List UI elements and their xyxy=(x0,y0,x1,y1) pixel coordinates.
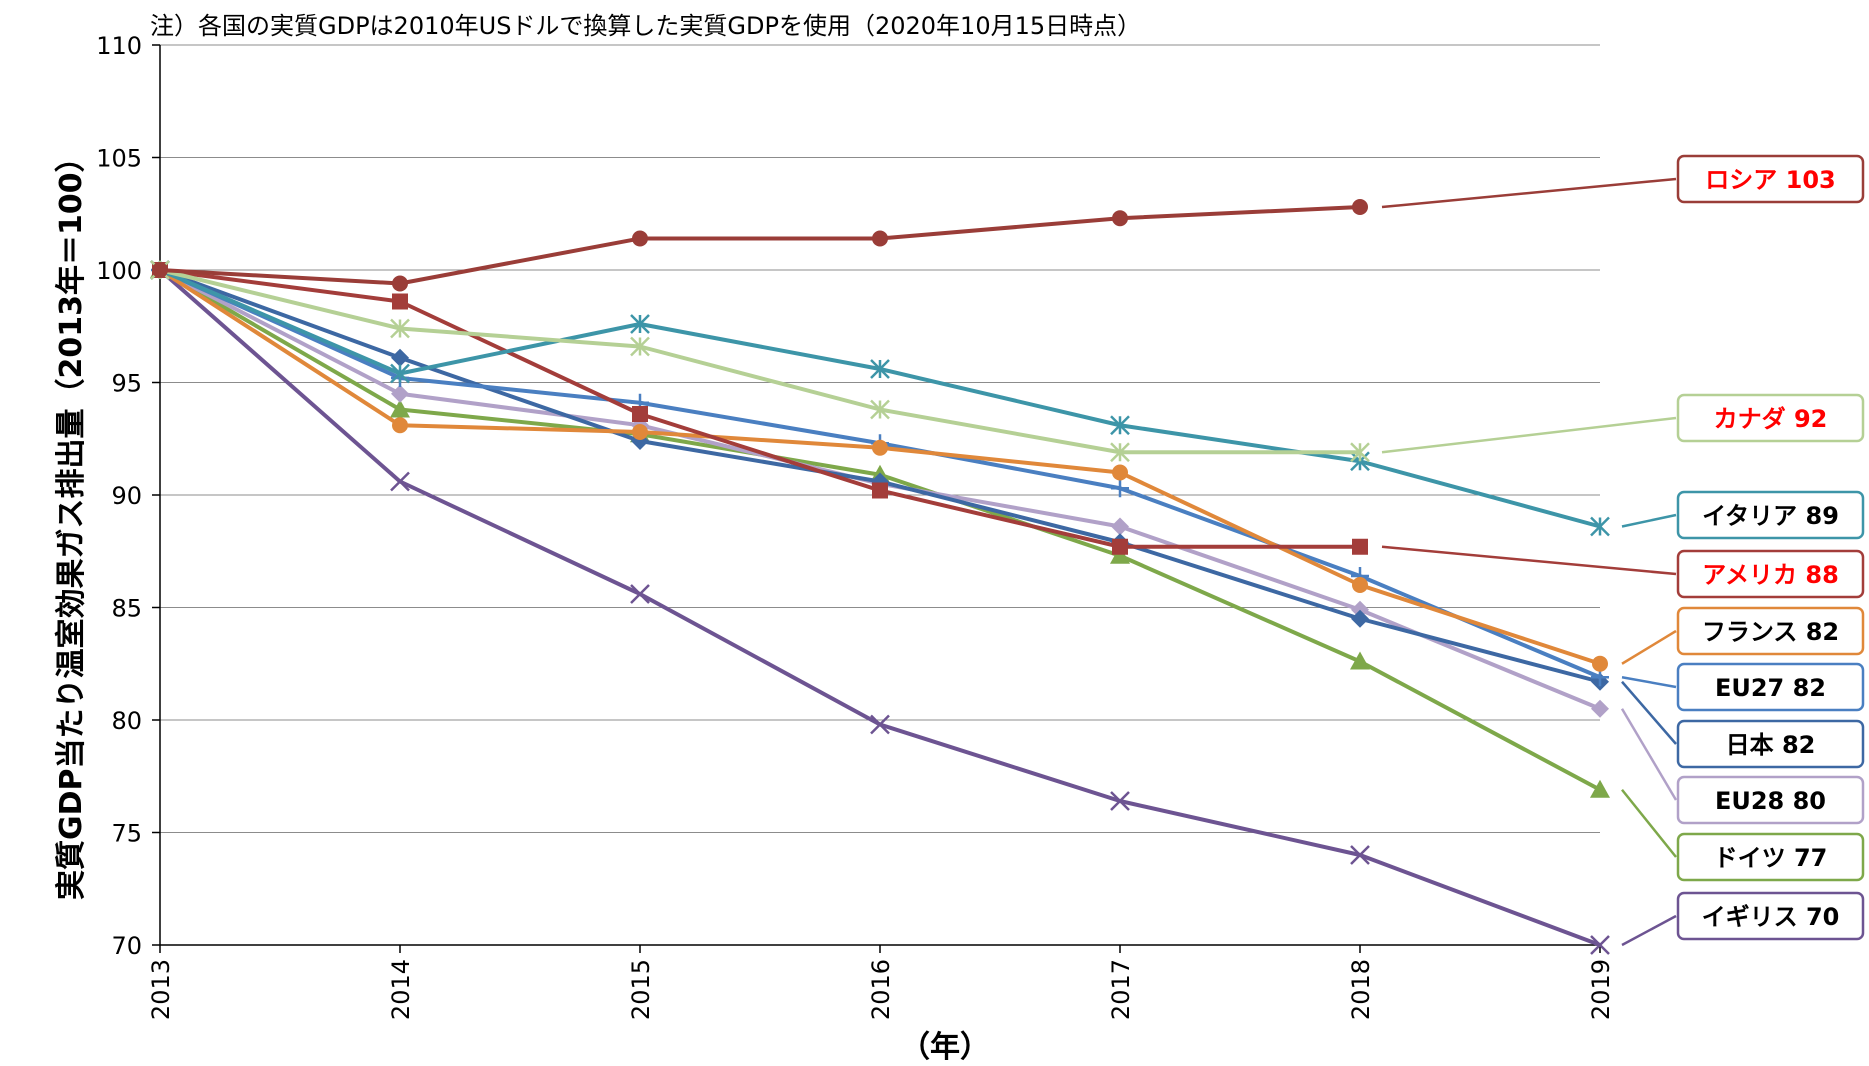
data-point xyxy=(1110,415,1130,436)
y-tick-label: 105 xyxy=(96,145,142,173)
callout-line xyxy=(1620,708,1678,801)
data-point xyxy=(1110,442,1130,463)
series-label-box xyxy=(1676,154,1865,204)
series-line-アメリカ xyxy=(159,268,1360,549)
series-line-カナダ xyxy=(159,268,1360,455)
y-tick-label: 70 xyxy=(111,932,142,960)
callout-line xyxy=(1621,680,1677,745)
data-point xyxy=(1110,791,1130,811)
data-point xyxy=(870,714,890,735)
data-point xyxy=(1351,609,1369,628)
data-point xyxy=(1591,699,1609,718)
callout-line xyxy=(1621,629,1677,665)
data-point xyxy=(1111,517,1129,536)
data-point xyxy=(390,399,410,418)
callout-line xyxy=(1621,676,1677,689)
data-point xyxy=(872,439,888,456)
data-point xyxy=(392,275,408,292)
series-label: イタリア 89 xyxy=(1702,502,1839,530)
series-label: ロシア 103 xyxy=(1705,166,1835,194)
data-point xyxy=(390,471,410,492)
data-point xyxy=(1592,655,1608,672)
x-tick-label: 2018 xyxy=(1347,959,1375,1020)
data-point xyxy=(870,399,890,420)
data-point xyxy=(630,336,650,357)
callout-line xyxy=(1621,788,1677,858)
x-tick-label: 2013 xyxy=(147,959,175,1020)
series-label: カナダ 92 xyxy=(1714,405,1828,433)
series-label-box xyxy=(1676,490,1865,540)
data-point xyxy=(1352,199,1368,215)
data-point xyxy=(632,406,648,422)
data-point xyxy=(1112,538,1128,555)
series-label-box xyxy=(1676,662,1865,712)
data-point xyxy=(1350,845,1370,865)
data-point xyxy=(391,384,409,403)
y-tick-label: 95 xyxy=(111,370,142,398)
data-point xyxy=(872,482,888,499)
data-point xyxy=(1352,538,1368,555)
data-point xyxy=(1352,577,1368,593)
series-label-box xyxy=(1676,832,1865,882)
x-tick-label: 2016 xyxy=(867,959,895,1020)
data-point xyxy=(1590,935,1610,955)
series-label: 日本 82 xyxy=(1726,731,1816,759)
data-point xyxy=(1111,479,1129,498)
data-point xyxy=(1590,516,1610,537)
data-point xyxy=(392,417,408,434)
callout-line xyxy=(1621,513,1677,528)
data-point xyxy=(390,363,410,384)
data-point xyxy=(1350,442,1370,463)
series-label-box xyxy=(1676,775,1865,825)
data-point xyxy=(632,424,648,440)
series-label-box xyxy=(1676,393,1865,443)
data-point xyxy=(391,348,409,367)
series-label: EU27 82 xyxy=(1715,674,1826,702)
callout-line xyxy=(1621,914,1677,947)
series-line-ロシア xyxy=(159,205,1361,286)
callout-line xyxy=(1381,177,1677,209)
data-point xyxy=(872,230,888,247)
data-point xyxy=(1112,464,1128,481)
y-tick-label: 75 xyxy=(111,820,142,848)
callout-line xyxy=(1381,545,1677,576)
y-tick-label: 100 xyxy=(96,257,142,285)
x-tick-label: 2015 xyxy=(627,959,655,1020)
data-point xyxy=(1112,210,1128,227)
series-label: フランス 82 xyxy=(1702,618,1839,646)
series-label: EU28 80 xyxy=(1715,787,1826,815)
series-label-box xyxy=(1676,891,1865,941)
series-label-box xyxy=(1676,606,1865,656)
x-axis-label: （年） xyxy=(900,1030,990,1065)
series-label-box xyxy=(1676,549,1865,599)
series-label-box xyxy=(1676,719,1865,769)
data-point xyxy=(632,230,648,247)
data-point xyxy=(392,293,408,310)
y-tick-label: 110 xyxy=(96,32,142,60)
data-point xyxy=(870,359,890,379)
data-point xyxy=(390,318,410,339)
y-tick-label: 80 xyxy=(111,707,142,735)
data-point xyxy=(630,584,650,604)
data-point xyxy=(1590,779,1610,798)
x-tick-label: 2014 xyxy=(387,959,415,1020)
series-label: アメリカ 88 xyxy=(1702,561,1839,589)
data-point xyxy=(1350,651,1370,670)
chart-note: 注）各国の実質GDPは2010年USドルで換算した実質GDPを使用（2020年1… xyxy=(150,12,1142,40)
data-point xyxy=(630,314,650,334)
x-tick-label: 2019 xyxy=(1587,959,1615,1020)
x-tick-label: 2017 xyxy=(1107,959,1135,1020)
data-point xyxy=(152,262,168,278)
series-label: ドイツ 77 xyxy=(1714,844,1828,872)
y-tick-label: 85 xyxy=(111,595,142,623)
series-label: イギリス 70 xyxy=(1702,903,1840,931)
y-tick-label: 90 xyxy=(111,482,142,510)
callout-line xyxy=(1381,416,1677,454)
